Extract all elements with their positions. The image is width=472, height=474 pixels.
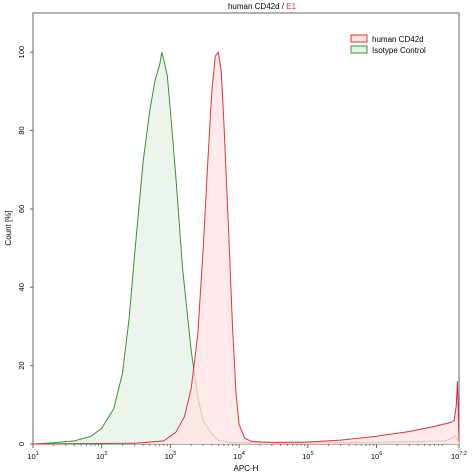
y-axis: 0 20 40 60 80 100 (17, 46, 33, 446)
chart-title-gate: E1 (286, 2, 296, 11)
chart-title-main: human CD42d / (228, 2, 286, 11)
x-axis: 101 102 103 104 105 106 107.2 (27, 444, 467, 461)
y-tick-label: 0 (17, 442, 26, 446)
series-line-human-cd42d (32, 50, 460, 445)
x-tick-label: 101 (27, 451, 38, 461)
x-tick-label: 104 (233, 451, 244, 461)
y-tick-label: 80 (17, 126, 26, 134)
series-layer (32, 50, 460, 445)
x-tick-label: 107.2 (451, 451, 467, 461)
y-axis-label: Count [%] (4, 210, 13, 245)
x-tick-label: 106 (371, 451, 382, 461)
series-area-isotype-control (33, 52, 459, 444)
legend-label-cd42d: human CD42d (372, 35, 424, 44)
x-tick-label: 102 (96, 451, 107, 461)
chart-title: human CD42d / E1 (228, 2, 297, 11)
legend-label-isotype: Isotype Control (372, 46, 426, 55)
y-tick-label: 100 (17, 46, 26, 59)
legend: human CD42d Isotype Control (350, 34, 426, 55)
x-tick-label: 103 (165, 451, 176, 461)
plot-frame (32, 12, 460, 445)
x-tick-label: 105 (302, 451, 313, 461)
x-axis-label: APC-H (234, 464, 259, 473)
y-tick-label: 20 (17, 361, 26, 369)
y-tick-label: 60 (17, 205, 26, 213)
y-tick-label: 40 (17, 283, 26, 291)
legend-swatch-cd42d (350, 34, 368, 43)
legend-swatch-isotype (350, 45, 368, 54)
